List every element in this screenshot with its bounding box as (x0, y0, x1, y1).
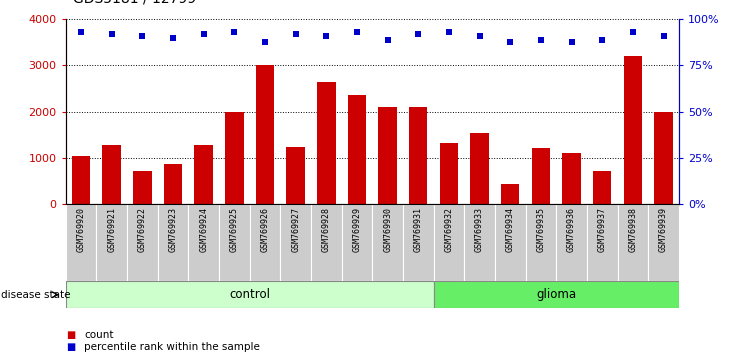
Bar (623, 56, 642, 204)
Point (137, 33, 148, 39)
Text: GSM769930: GSM769930 (383, 207, 392, 252)
Point (596, 37, 608, 42)
Text: glioma: glioma (537, 288, 576, 301)
Bar (219, 204, 250, 281)
Text: GSM769935: GSM769935 (537, 207, 545, 252)
Text: GSM769931: GSM769931 (414, 207, 423, 252)
Bar (372, 204, 403, 281)
Text: GSM769934: GSM769934 (506, 207, 515, 252)
Point (627, 29, 639, 35)
Bar (464, 204, 495, 281)
Text: GSM769922: GSM769922 (138, 207, 147, 252)
Bar (158, 204, 188, 281)
Point (382, 37, 393, 42)
Bar (587, 204, 618, 281)
Point (504, 39, 516, 44)
Bar (225, 112, 244, 204)
Text: GSM769921: GSM769921 (107, 207, 116, 252)
Bar (409, 107, 428, 204)
Point (566, 39, 577, 44)
Bar (470, 133, 489, 204)
Text: GSM769932: GSM769932 (445, 207, 453, 252)
Bar (495, 204, 526, 281)
Point (535, 37, 547, 42)
Bar (194, 145, 213, 204)
Text: GSM769926: GSM769926 (261, 207, 269, 252)
Text: GSM769939: GSM769939 (659, 207, 668, 252)
Bar (556, 204, 587, 281)
Bar (342, 204, 372, 281)
Text: GSM769936: GSM769936 (567, 207, 576, 252)
Point (75, 29, 87, 35)
Point (658, 33, 669, 39)
Text: GSM769933: GSM769933 (475, 207, 484, 252)
Bar (648, 204, 679, 281)
Point (412, 32, 424, 37)
Text: percentile rank within the sample: percentile rank within the sample (84, 342, 260, 352)
Bar (526, 204, 556, 281)
Point (351, 29, 363, 35)
Text: ■: ■ (66, 342, 75, 352)
Bar (280, 204, 311, 281)
Text: GDS5181 / 12799: GDS5181 / 12799 (73, 0, 196, 5)
Bar (593, 171, 612, 204)
Bar (164, 164, 182, 204)
Bar (434, 281, 679, 308)
Text: disease state: disease state (1, 290, 70, 300)
Bar (72, 156, 91, 204)
Bar (317, 81, 336, 204)
Point (443, 29, 455, 35)
Bar (531, 148, 550, 204)
Text: GSM769925: GSM769925 (230, 207, 239, 252)
Text: GSM769938: GSM769938 (629, 207, 637, 252)
Text: GSM769920: GSM769920 (77, 207, 85, 252)
Bar (378, 107, 397, 204)
Bar (311, 204, 342, 281)
Bar (66, 281, 434, 308)
Point (320, 33, 332, 39)
Bar (250, 204, 280, 281)
Point (167, 35, 179, 41)
Bar (403, 204, 434, 281)
Text: count: count (84, 330, 113, 339)
Bar (434, 204, 464, 281)
Bar (96, 204, 127, 281)
Text: GSM769923: GSM769923 (169, 207, 177, 252)
Point (106, 32, 118, 37)
Bar (286, 147, 305, 204)
Point (290, 32, 301, 37)
Bar (127, 204, 158, 281)
Point (228, 29, 240, 35)
Text: ■: ■ (66, 330, 75, 339)
Text: GSM769929: GSM769929 (353, 207, 361, 252)
Text: GSM769927: GSM769927 (291, 207, 300, 252)
Bar (102, 145, 121, 204)
Text: control: control (229, 288, 270, 301)
Text: GSM769928: GSM769928 (322, 207, 331, 252)
Text: GSM769937: GSM769937 (598, 207, 607, 252)
Text: GSM769924: GSM769924 (199, 207, 208, 252)
Bar (439, 143, 458, 204)
Bar (654, 112, 673, 204)
Bar (501, 184, 520, 204)
Point (474, 33, 485, 39)
Bar (562, 153, 581, 204)
Bar (618, 204, 648, 281)
Bar (66, 204, 96, 281)
Bar (188, 204, 219, 281)
Point (198, 32, 210, 37)
Bar (133, 171, 152, 204)
Bar (347, 95, 366, 204)
Point (259, 39, 271, 44)
Bar (255, 65, 274, 204)
